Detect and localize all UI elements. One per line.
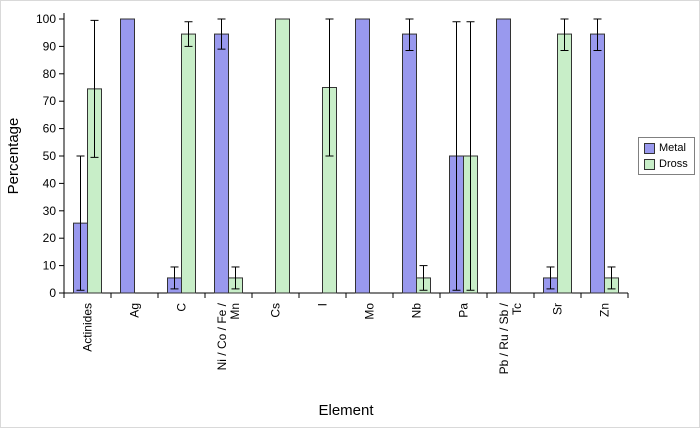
bar-metal-7 xyxy=(402,33,417,294)
legend-label: Dross xyxy=(659,158,688,170)
y-tick-label: 70 xyxy=(43,94,57,108)
legend: Metal Dross xyxy=(638,137,695,175)
category-label: Nb xyxy=(410,303,424,319)
bar-metal-6 xyxy=(355,18,370,294)
bar-metal-1 xyxy=(120,18,135,294)
category-label: Ni / Co / Fe / xyxy=(215,302,229,370)
category-label: Ag xyxy=(128,303,142,318)
y-tick-label: 30 xyxy=(43,204,57,218)
y-axis-title: Percentage xyxy=(5,118,22,195)
legend-label: Metal xyxy=(659,142,686,154)
y-tick-label: 20 xyxy=(43,231,57,245)
y-tick-label: 80 xyxy=(43,67,57,81)
y-tick-label: 90 xyxy=(43,39,57,53)
x-axis-title: Element xyxy=(318,402,374,419)
category-label: Mn xyxy=(228,303,242,320)
bar-metal-3 xyxy=(214,33,229,294)
category-label: Tc xyxy=(510,303,524,315)
category-label: Sr xyxy=(551,303,565,315)
y-tick-label: 100 xyxy=(36,12,56,26)
y-tick-label: 60 xyxy=(43,122,57,136)
category-label: Zn xyxy=(598,303,612,317)
y-tick-label: 10 xyxy=(43,259,57,273)
category-label: Cs xyxy=(269,303,283,318)
category-label: I xyxy=(316,303,330,306)
category-label: Actinides xyxy=(81,303,95,352)
bar-metal-11 xyxy=(590,33,605,294)
bar-dross-10 xyxy=(557,33,572,294)
chart-layer: 0 10 20 30 40 50 60 70 80 90 100 Actinides Ag C Ni / C… xyxy=(36,12,629,374)
bar-dross-2 xyxy=(181,33,196,294)
y-tick-label: 40 xyxy=(43,176,57,190)
bar-dross-4 xyxy=(275,18,290,294)
legend-item-metal: Metal xyxy=(644,142,688,154)
category-label: C xyxy=(175,303,189,312)
category-label: Pa xyxy=(457,303,471,318)
bar-metal-9 xyxy=(496,18,511,294)
category-label: Mo xyxy=(363,303,377,320)
y-tick-label: 50 xyxy=(43,149,57,163)
legend-swatch-metal xyxy=(644,142,655,154)
y-tick-label: 0 xyxy=(49,286,56,300)
category-label: Pb / Ru / Sb / xyxy=(497,302,511,374)
legend-item-dross: Dross xyxy=(644,158,688,170)
legend-swatch-dross xyxy=(644,158,655,170)
